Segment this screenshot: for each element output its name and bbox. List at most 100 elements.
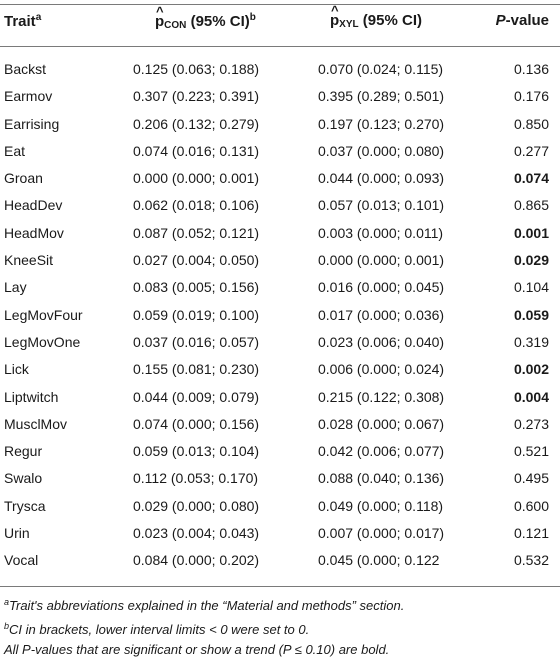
pvalue-cell: 0.277 bbox=[513, 142, 549, 159]
footnote: bCI in brackets, lower interval limits <… bbox=[4, 616, 556, 640]
trait-cell: Urin bbox=[4, 525, 30, 542]
table-row: Swalo 0.112 (0.053; 0.170) 0.088 (0.040; 0… bbox=[0, 465, 560, 492]
con-cell: 0.059 (0.013; 0.104) bbox=[133, 443, 260, 460]
header-con-sub: CON bbox=[164, 20, 187, 31]
con-cell: 0.023 (0.004; 0.043) bbox=[133, 525, 260, 542]
con-cell: 0.059 (0.019; 0.100) bbox=[133, 306, 260, 323]
footnote-marker: a bbox=[4, 597, 10, 607]
con-cell: 0.125 (0.063; 0.188) bbox=[133, 61, 260, 77]
pvalue-cell: 0.059 bbox=[513, 306, 549, 323]
trait-cell: HeadDev bbox=[4, 197, 63, 214]
pvalue-cell: 0.600 bbox=[513, 497, 549, 514]
xyl-cell: 0.016 (0.000; 0.045) bbox=[318, 279, 445, 296]
pvalue-cell: 0.104 bbox=[513, 279, 549, 296]
trait-cell: Eat bbox=[4, 142, 26, 159]
header-con-ci: (95% CI) bbox=[190, 13, 250, 30]
table-row: KneeSit 0.027 (0.004; 0.050) 0.000 (0.000;… bbox=[0, 247, 560, 274]
xyl-cell: 0.017 (0.000; 0.036) bbox=[318, 306, 445, 323]
header-con-p: p bbox=[155, 13, 165, 30]
trait-cell: KneeSit bbox=[4, 252, 54, 269]
trait-cell: Regur bbox=[4, 443, 43, 460]
pvalue-cell: 0.532 bbox=[513, 552, 549, 569]
xyl-cell: 0.088 (0.040; 0.136) bbox=[318, 470, 445, 487]
pvalue-cell: 0.121 bbox=[513, 525, 549, 542]
hat-mark: ^ bbox=[331, 3, 339, 18]
header-con: ^ pCON (95% CI)b bbox=[155, 4, 256, 31]
con-cell: 0.062 (0.018; 0.106) bbox=[133, 197, 260, 214]
table-row: MusclMov 0.074 (0.000; 0.156) 0.028 (0.000… bbox=[0, 411, 560, 438]
header-trait-label: Trait bbox=[4, 13, 36, 30]
pvalue-cell: 0.029 bbox=[513, 252, 549, 269]
table-row: Regur 0.059 (0.013; 0.104) 0.042 (0.006; 0… bbox=[0, 438, 560, 465]
xyl-cell: 0.057 (0.013; 0.101) bbox=[318, 197, 445, 214]
header-xyl-sub: XYL bbox=[339, 19, 359, 30]
header-xyl: ^ pXYL (95% CI) bbox=[330, 3, 422, 30]
trait-cell: LegMovFour bbox=[4, 306, 83, 323]
table-row: Vocal 0.084 (0.000; 0.202) 0.045 (0.000; 0… bbox=[0, 547, 560, 574]
pvalue-cell: 0.001 bbox=[513, 224, 549, 241]
pvalue-cell: 0.865 bbox=[513, 197, 549, 214]
con-cell: 0.027 (0.004; 0.050) bbox=[133, 252, 260, 269]
con-cell: 0.037 (0.016; 0.057) bbox=[133, 333, 260, 350]
header-xyl-phat: ^ p bbox=[330, 3, 340, 29]
trait-cell: Lay bbox=[4, 279, 27, 296]
trait-cell: LegMovOne bbox=[4, 333, 81, 350]
header-trait-sup: a bbox=[35, 12, 42, 23]
trait-cell: Groan bbox=[4, 170, 43, 187]
trait-cell: Liptwitch bbox=[4, 388, 59, 405]
footnote-text: CI in brackets, lower interval limits < … bbox=[9, 622, 310, 637]
header-con-sup: b bbox=[249, 12, 256, 23]
table-row: Urin 0.023 (0.004; 0.043) 0.007 (0.000; 0.… bbox=[0, 520, 560, 547]
xyl-cell: 0.037 (0.000; 0.080) bbox=[318, 142, 445, 159]
trait-cell: HeadMov bbox=[4, 224, 64, 241]
trait-cell: Vocal bbox=[4, 552, 39, 569]
table-row: HeadDev 0.062 (0.018; 0.106) 0.057 (0.013;… bbox=[0, 192, 560, 219]
trait-cell: Swalo bbox=[4, 470, 43, 487]
xyl-cell: 0.044 (0.000; 0.093) bbox=[318, 170, 445, 187]
xyl-cell: 0.007 (0.000; 0.017) bbox=[318, 525, 445, 542]
table-header-rule bbox=[0, 46, 560, 47]
xyl-cell: 0.003 (0.000; 0.011) bbox=[318, 224, 444, 241]
con-cell: 0.074 (0.000; 0.156) bbox=[133, 415, 260, 432]
pvalue-cell: 0.004 bbox=[513, 388, 549, 405]
con-cell: 0.044 (0.009; 0.079) bbox=[133, 388, 260, 405]
header-pvalue-p: P bbox=[495, 12, 506, 29]
con-cell: 0.206 (0.132; 0.279) bbox=[133, 115, 260, 132]
con-cell: 0.000 (0.000; 0.001) bbox=[133, 170, 260, 187]
table-row: Backst 0.125 (0.063; 0.188) 0.070 (0.024; … bbox=[0, 56, 560, 83]
con-cell: 0.084 (0.000; 0.202) bbox=[133, 552, 260, 569]
con-cell: 0.155 (0.081; 0.230) bbox=[133, 361, 260, 378]
trait-cell: Lick bbox=[4, 361, 29, 378]
table-row: Lick 0.155 (0.081; 0.230) 0.006 (0.000; 0.… bbox=[0, 356, 560, 383]
header-trait: Traita bbox=[4, 12, 41, 30]
pvalue-cell: 0.495 bbox=[513, 470, 549, 487]
trait-cell: Earrising bbox=[4, 115, 60, 132]
table-bottom-rule bbox=[0, 586, 560, 587]
pvalue-cell: 0.850 bbox=[513, 115, 549, 132]
xyl-cell: 0.070 (0.024; 0.115) bbox=[318, 61, 444, 77]
table-top-rule bbox=[0, 4, 560, 5]
trait-cell: Backst bbox=[4, 61, 47, 77]
table-footnotes: aTrait's abbreviations explained in the … bbox=[4, 592, 556, 660]
table-header: Traita ^ pCON (95% CI)b ^ pXYL (95% CI) P-… bbox=[0, 3, 560, 40]
header-pvalue-suffix: -value bbox=[505, 12, 549, 29]
xyl-cell: 0.197 (0.123; 0.270) bbox=[318, 115, 445, 132]
pvalue-cell: 0.074 bbox=[513, 170, 549, 187]
xyl-cell: 0.049 (0.000; 0.118) bbox=[318, 497, 444, 514]
header-xyl-p: p bbox=[330, 12, 340, 29]
table-row: Earmov 0.307 (0.223; 0.391) 0.395 (0.289; … bbox=[0, 83, 560, 110]
table-row: Earrising 0.206 (0.132; 0.279) 0.197 (0.12… bbox=[0, 111, 560, 138]
pvalue-cell: 0.521 bbox=[513, 443, 549, 460]
xyl-cell: 0.042 (0.006; 0.077) bbox=[318, 443, 445, 460]
xyl-cell: 0.215 (0.122; 0.308) bbox=[318, 388, 445, 405]
con-cell: 0.112 (0.053; 0.170) bbox=[133, 470, 259, 487]
con-cell: 0.083 (0.005; 0.156) bbox=[133, 279, 260, 296]
header-pvalue: P-value bbox=[496, 12, 549, 29]
con-cell: 0.029 (0.000; 0.080) bbox=[133, 497, 260, 514]
footnote-text: Trait's abbreviations explained in the “… bbox=[9, 598, 405, 613]
footnote-text: All P-values that are significant or sho… bbox=[4, 642, 390, 657]
table-row: Liptwitch 0.044 (0.009; 0.079) 0.215 (0.12… bbox=[0, 384, 560, 411]
hat-mark: ^ bbox=[156, 4, 164, 19]
pvalue-cell: 0.176 bbox=[513, 88, 549, 105]
